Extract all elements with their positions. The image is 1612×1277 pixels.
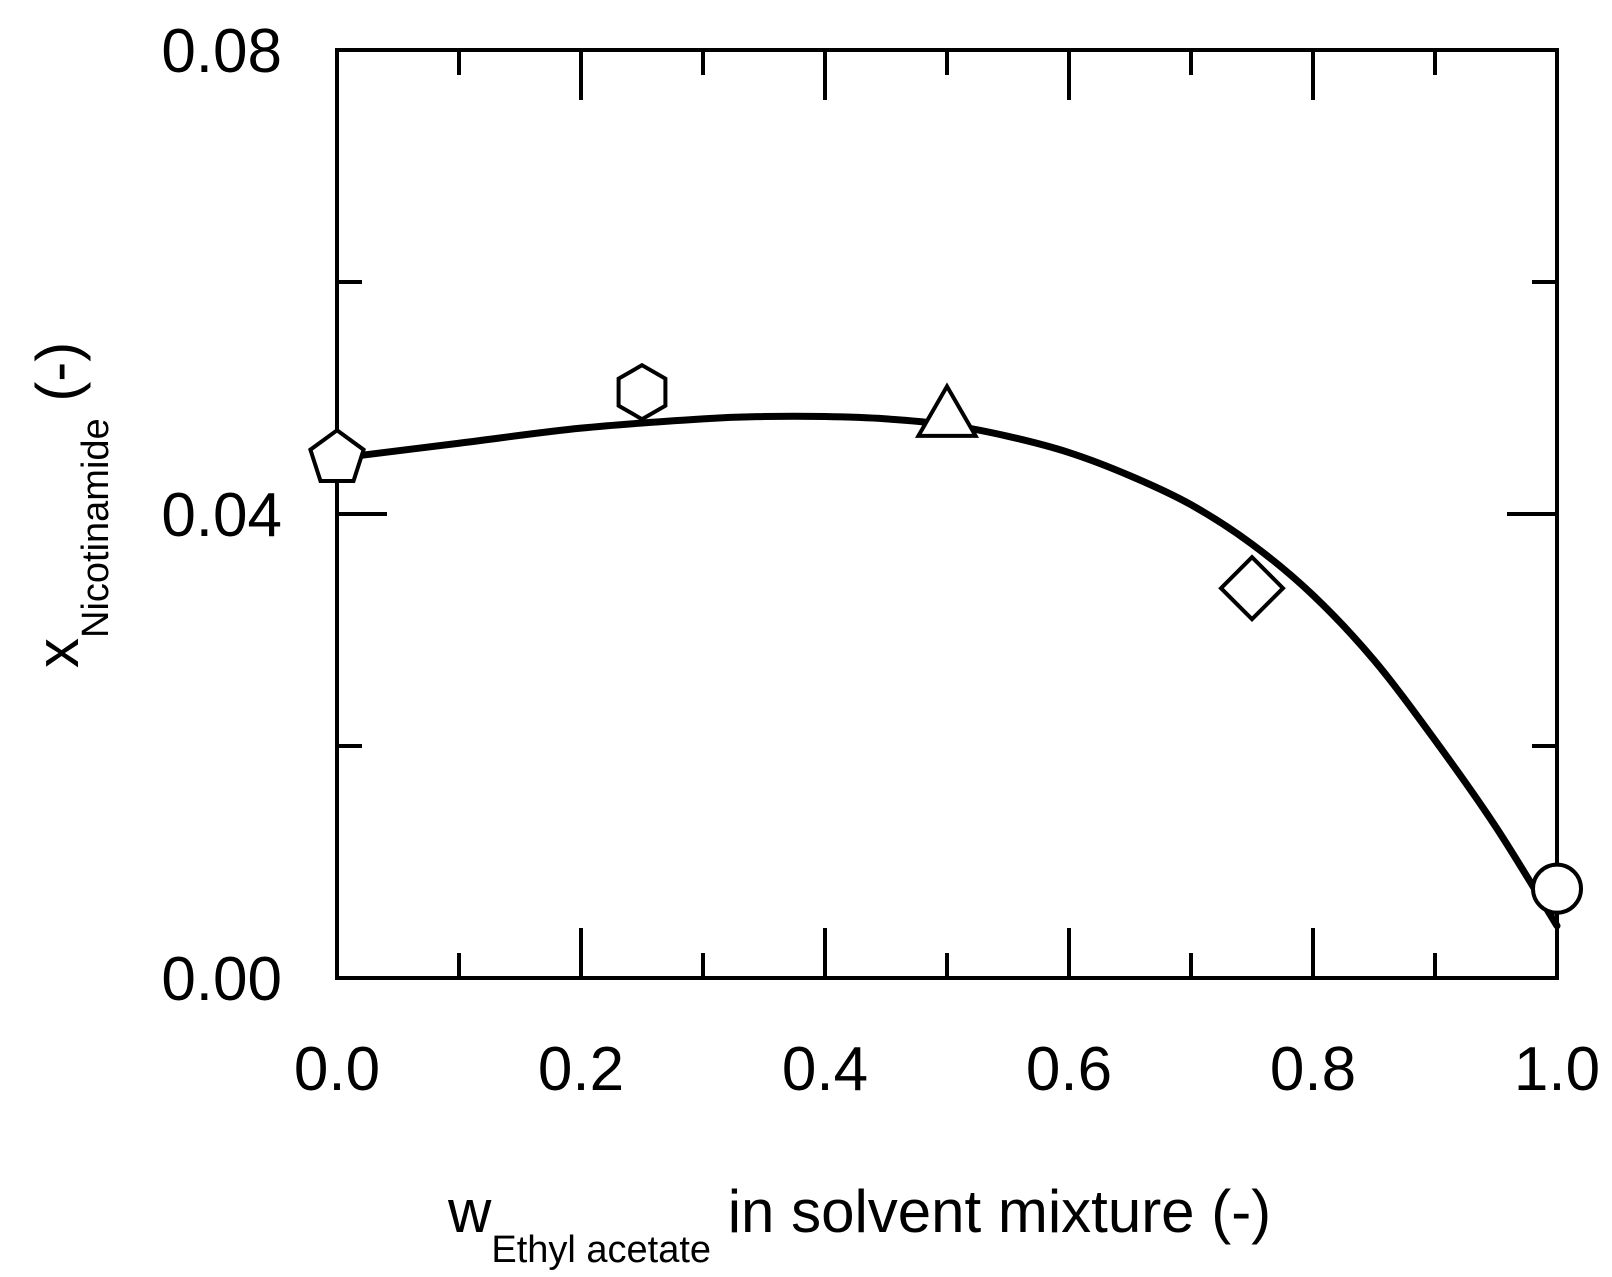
plot-frame (335, 48, 1559, 980)
x-tick-label: 0.0 (294, 1035, 380, 1104)
x-axis-title-main: w (447, 1178, 492, 1245)
circle-marker (1531, 862, 1583, 915)
y-tick-label: 0.08 (161, 17, 282, 86)
y-axis-title-sub: Nicotinamide (75, 418, 117, 638)
x-axis-title-sub: Ethyl acetate (491, 1229, 711, 1271)
pentagon-marker (308, 427, 366, 483)
x-tick-label: 0.6 (1026, 1035, 1112, 1104)
tick-labels: 0.0 0.2 0.4 0.6 0.8 1.0 0.00 0.04 0.08 (161, 17, 1600, 1104)
x-axis-title-rest: in solvent mixture (-) (711, 1178, 1271, 1245)
y-tick-label: 0.00 (161, 945, 282, 1014)
triangle-marker (914, 382, 980, 438)
x-tick-label: 0.8 (1270, 1035, 1356, 1104)
x-axis-title: wEthyl acetate in solvent mixture (-) (447, 1178, 1271, 1271)
x-tick-label: 0.2 (538, 1035, 624, 1104)
diamond-marker (1218, 554, 1286, 623)
hexagon-marker (616, 362, 668, 422)
y-axis-title: xNicotinamide (-) (24, 342, 117, 668)
y-axis-title-main: x (24, 638, 91, 668)
x-tick-label: 1.0 (1514, 1035, 1600, 1104)
axis-ticks (335, 48, 1559, 980)
y-axis-title-rest: (-) (24, 342, 91, 419)
y-tick-label: 0.04 (161, 481, 282, 550)
fit-curve (333, 412, 1561, 930)
x-tick-label: 0.4 (782, 1035, 868, 1104)
data-markers (308, 362, 1583, 915)
